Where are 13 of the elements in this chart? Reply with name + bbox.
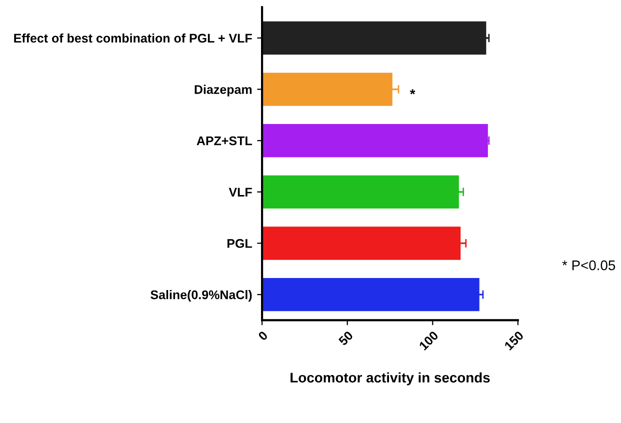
x-tick-label: 150 [504, 330, 524, 351]
y-tick-label: APZ+STL [196, 136, 252, 146]
y-tick-label: Effect of best combination of PGL + VLF [14, 33, 252, 43]
y-tick-label: Diazepam [194, 84, 252, 96]
x-tick-label: 0 [258, 330, 268, 341]
y-tick-label: PGL [227, 239, 252, 248]
y-tick-label: VLF [228, 188, 252, 196]
text: * P<0.05 [562, 260, 616, 270]
annotation: * [410, 89, 416, 94]
y-tick-label: Saline(0.9%NaCl) [150, 290, 252, 302]
x-tick-label: 100 [418, 330, 439, 351]
x-tick-label: 50 [338, 330, 354, 346]
x-axis-title: Locomotor activity in seconds [290, 372, 490, 386]
